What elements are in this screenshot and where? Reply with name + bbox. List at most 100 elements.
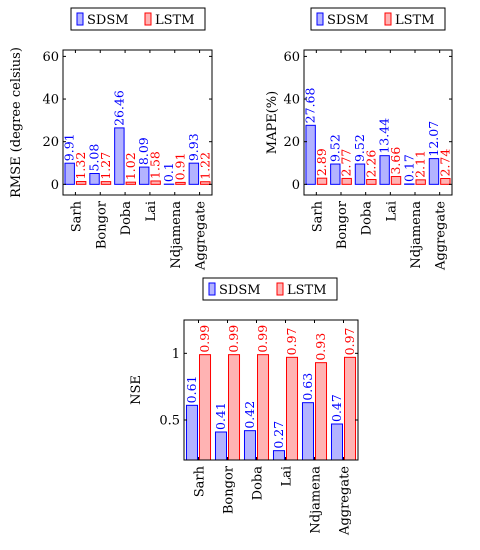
x-tick-label: Ndjamena xyxy=(309,466,324,534)
lstm-bar xyxy=(366,179,377,185)
lstm-bar xyxy=(415,179,426,185)
legend-swatch xyxy=(276,282,284,296)
lstm-bar xyxy=(100,181,112,185)
sdsm-value-label: 9.52 xyxy=(352,134,367,162)
sdsm-bar xyxy=(272,450,286,461)
lstm-bar xyxy=(440,177,451,185)
lstm-value-label: 1.27 xyxy=(98,152,113,180)
lstm-value-label: 1.22 xyxy=(197,152,212,180)
sdsm-value-label: 0.17 xyxy=(401,154,416,182)
y-axis-label: NSE xyxy=(129,375,144,405)
chart-2: SDSM LSTM27.682.89Sarh9.522.77Bongor9.522… xyxy=(265,7,453,271)
plot-frame xyxy=(62,49,213,196)
lstm-value-label: 2.89 xyxy=(314,148,329,176)
lstm-value-label: 0.99 xyxy=(197,325,212,353)
plot-frame xyxy=(183,319,359,461)
x-tick-label: Bongor xyxy=(222,465,237,514)
sdsm-value-label: 0.1 xyxy=(161,162,176,182)
sdsm-value-label: 9.52 xyxy=(327,134,342,162)
lstm-bar xyxy=(257,354,270,461)
plot-frame xyxy=(303,49,453,196)
legend: SDSM LSTM xyxy=(310,7,446,31)
sdsm-bar xyxy=(138,166,150,185)
x-tick-label: Aggregate xyxy=(194,201,209,271)
lstm-value-label: 3.66 xyxy=(388,147,403,175)
y-tick-label: 20 xyxy=(283,135,300,150)
lstm-bar xyxy=(200,181,211,185)
legend-frame xyxy=(202,277,338,301)
sdsm-bar xyxy=(301,402,315,461)
y-tick-label: 0.5 xyxy=(159,414,180,429)
sdsm-bar xyxy=(305,124,316,185)
lstm-bar xyxy=(315,362,328,461)
legend: SDSM LSTM xyxy=(202,277,338,301)
x-tick-label: Aggregate xyxy=(434,201,449,271)
x-tick-label: Sarh xyxy=(193,465,208,497)
legend: SDSM LSTM xyxy=(70,7,206,31)
sdsm-value-label: 27.68 xyxy=(303,87,318,123)
y-tick-label: 60 xyxy=(42,50,59,65)
y-axis-label: RMSE (degree celsius) xyxy=(9,47,24,198)
lstm-bar xyxy=(75,181,87,185)
y-tick-label: 40 xyxy=(42,93,59,108)
sdsm-value-label: 12.07 xyxy=(426,121,441,157)
sdsm-value-label: 13.44 xyxy=(377,118,392,154)
lstm-bar xyxy=(125,181,137,185)
legend-swatch xyxy=(144,12,152,26)
x-tick-label: Doba xyxy=(251,466,266,501)
x-tick-label: Doba xyxy=(360,201,375,236)
sdsm-value-label: 0.41 xyxy=(213,402,228,430)
legend-label: SDSM xyxy=(219,283,261,298)
sdsm-value-label: 0.42 xyxy=(242,401,257,429)
x-tick-label: Ndjamena xyxy=(169,201,184,269)
sdsm-value-label: 5.08 xyxy=(87,144,102,172)
sdsm-bar xyxy=(354,163,366,185)
lstm-bar xyxy=(228,354,241,461)
chart-1: SDSM LSTM 9.911.32 Sarh 5.081.27 Bongor 26.46 1… xyxy=(9,7,213,271)
lstm-value-label: 1.58 xyxy=(148,151,163,179)
y-tick-label: 60 xyxy=(283,50,300,65)
sdsm-bar xyxy=(428,158,440,185)
legend-label: SDSM xyxy=(327,13,369,28)
lstm-value-label: 1.32 xyxy=(73,152,88,180)
y-tick-label: 0 xyxy=(292,178,300,193)
sdsm-value-label: 0.61 xyxy=(184,375,199,403)
x-tick-label: Lai xyxy=(144,201,159,222)
lstm-value-label: 1.02 xyxy=(123,152,138,180)
lstm-value-label: 2.26 xyxy=(363,150,378,178)
x-tick-label: Doba xyxy=(119,201,134,236)
lstm-bar xyxy=(341,177,352,185)
legend-label: LSTM xyxy=(287,283,327,298)
lstm-bar xyxy=(344,356,357,461)
lstm-bar xyxy=(175,181,186,185)
lstm-bar xyxy=(316,177,328,185)
sdsm-bar xyxy=(330,423,344,461)
sdsm-value-label: 0.63 xyxy=(300,373,315,401)
y-axis-label: MAPE(%) xyxy=(265,91,280,154)
sdsm-bar xyxy=(64,162,75,185)
lstm-value-label: 0.99 xyxy=(226,325,241,353)
legend-label: LSTM xyxy=(155,13,195,28)
chart-3: SDSM LSTM 0.61 0.99 Sarh 0.41 0.99 Bongor 0.42 0.… xyxy=(129,277,359,536)
sdsm-value-label: 9.91 xyxy=(62,133,77,161)
sdsm-bar xyxy=(114,127,125,185)
legend-swatch xyxy=(384,12,392,26)
x-tick-label: Lai xyxy=(280,466,295,487)
legend-frame xyxy=(310,7,446,31)
lstm-value-label: 0.93 xyxy=(313,333,328,361)
sdsm-value-label: 0.47 xyxy=(329,394,344,422)
sdsm-bar xyxy=(185,404,198,461)
lstm-bar xyxy=(199,354,212,461)
x-tick-label: Ndjamena xyxy=(409,201,424,269)
sdsm-bar xyxy=(243,430,256,461)
y-tick-label: 40 xyxy=(283,93,300,108)
x-tick-label: Aggregate xyxy=(338,466,353,536)
lstm-value-label: 2.74 xyxy=(437,149,452,177)
lstm-value-label: 2.11 xyxy=(413,150,428,178)
lstm-bar xyxy=(150,180,161,185)
x-tick-label: Bongor xyxy=(94,200,109,249)
sdsm-bar xyxy=(89,173,100,185)
lstm-value-label: 2.77 xyxy=(339,149,354,177)
lstm-bar xyxy=(286,356,299,461)
legend-swatch xyxy=(76,12,84,26)
